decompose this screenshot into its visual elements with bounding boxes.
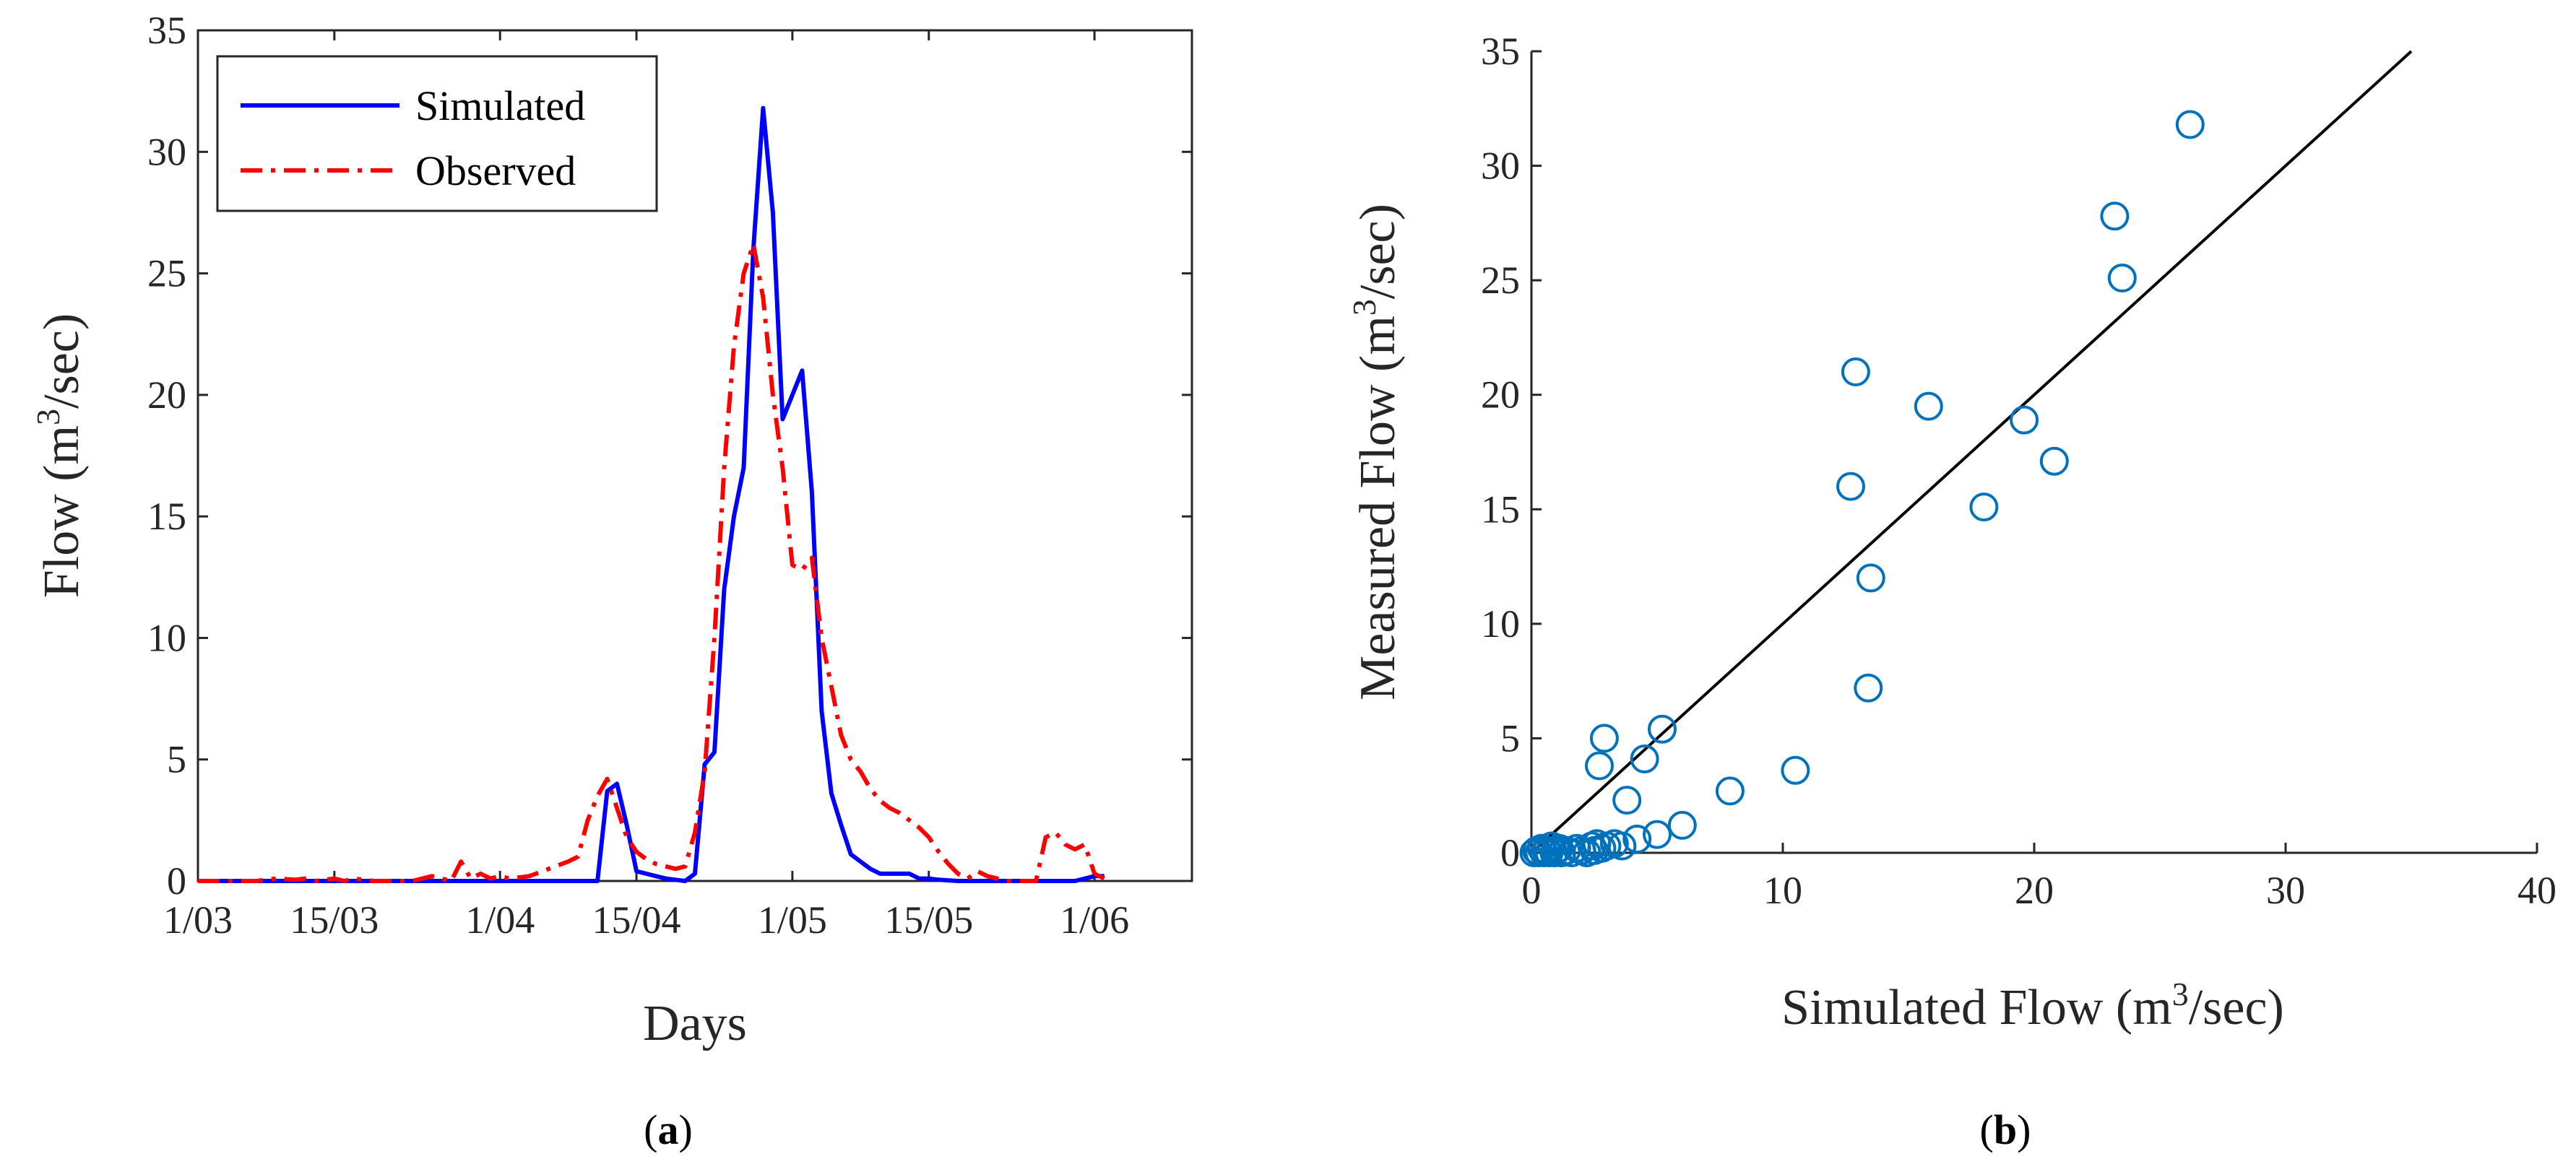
panel-b-x-tick-label: 30 [2266, 869, 2305, 912]
panel-a-y-tick-label: 35 [147, 9, 186, 52]
panel-a-y-tick-label: 30 [147, 130, 186, 173]
panel-a-y-tick-label: 20 [147, 373, 186, 417]
scatter-point [1622, 825, 1652, 854]
scatter-point [1856, 563, 1885, 593]
panel-b-y-tick-label: 15 [1481, 487, 1520, 531]
scatter-point [1969, 492, 1999, 522]
panel-a-series [198, 105, 1105, 883]
scatter-point [1781, 755, 1810, 785]
panel-a-y-tick-label: 15 [147, 495, 186, 538]
panel-a-legend: Simulated Observed [216, 55, 658, 212]
panel-b-y-tick-label: 30 [1481, 144, 1520, 188]
panel-a-y-tick-label: 5 [167, 738, 186, 781]
scatter-point [1648, 714, 1677, 744]
panel-b-caption: (b) [1980, 1106, 2031, 1153]
series-observed-line [198, 242, 1105, 883]
panel-a-y-tick-label: 25 [147, 252, 186, 295]
scatter-point [1854, 673, 1883, 703]
scatter-point [1612, 786, 1642, 815]
panel-a-y-tick-label: 0 [167, 859, 186, 903]
panel-b-x-tick-label: 40 [2517, 869, 2556, 912]
panel-b-x-tick-label: 0 [1522, 869, 1542, 912]
panel-a-y-tick-label: 10 [147, 616, 186, 659]
panel-a-flow-timeseries: 0 5 10 15 20 25 30 35 1/03 15/03 1/04 15/04 1/05 15/… [30, 9, 1193, 1153]
panel-b-y-tick-label: 0 [1500, 831, 1520, 874]
panel-b-x-tick-label: 10 [1763, 869, 1802, 912]
scatter-point [1539, 838, 1569, 867]
scatter-point [1589, 724, 1619, 753]
scatter-point [1607, 831, 1637, 861]
panel-a-y-axis-label: Flow (m3/sec) [30, 313, 90, 598]
panel-b-y-tick-label: 5 [1500, 716, 1520, 760]
panel-b-y-tick-label: 35 [1481, 30, 1520, 73]
panel-b-y-tick-label: 20 [1481, 373, 1520, 417]
scatter-point [2100, 201, 2130, 231]
panel-a-x-tick-label: 15/04 [592, 898, 681, 942]
scatter-point [2107, 264, 2137, 292]
panel-b-y-tick-label: 10 [1481, 602, 1520, 646]
scatter-point [1841, 357, 1870, 386]
panel-a-x-tick-label: 1/05 [758, 898, 827, 942]
panel-a-x-axis-label: Days [643, 996, 747, 1051]
panel-a-y-axis: 0 5 10 15 20 25 30 35 [147, 9, 1192, 903]
scatter-point [1667, 810, 1697, 840]
panel-a-caption: (a) [644, 1106, 693, 1153]
legend-simulated-label: Simulated [415, 82, 585, 129]
scatter-point [1630, 745, 1659, 773]
panel-b-x-axis-label: Simulated Flow (m3/sec) [1781, 976, 2284, 1036]
scatter-point [1643, 820, 1672, 849]
scatter-point [2010, 405, 2039, 435]
scatter-point [1836, 472, 1865, 501]
panel-a-x-tick-label: 1/03 [163, 898, 233, 942]
scatter-point [1557, 838, 1586, 867]
panel-a-x-tick-label: 1/06 [1060, 898, 1129, 942]
scatter-point [1585, 751, 1614, 781]
legend-box [216, 55, 658, 212]
panel-b-x-tick-label: 20 [2015, 869, 2054, 912]
panel-b-y-axis-label: Measured Flow (m3/sec) [1346, 204, 1406, 700]
reference-1to1-line [1530, 50, 2413, 854]
panel-a-x-tick-label: 15/05 [884, 898, 973, 942]
panel-b-scatter: 0 5 10 15 20 25 30 35 0 10 20 30 40 Simulated Flow … [1346, 30, 2556, 1153]
scatter-point [2039, 446, 2069, 476]
legend-observed-label: Observed [415, 147, 576, 194]
panel-b-y-tick-label: 25 [1481, 259, 1520, 302]
series-simulated-line [198, 105, 1105, 883]
panel-b-y-axis: 0 5 10 15 20 25 30 35 [1481, 30, 1542, 874]
panel-b-marks [1519, 50, 2413, 867]
scatter-point [2175, 110, 2205, 139]
scatter-point [1914, 391, 1943, 421]
panel-a-x-tick-label: 1/04 [465, 898, 535, 942]
panel-a-x-axis: 1/03 15/03 1/04 15/04 1/05 15/05 1/06 [163, 30, 1129, 942]
panel-a-x-tick-label: 15/03 [290, 898, 379, 942]
scatter-point [1715, 776, 1745, 806]
panel-b-x-axis: 0 10 20 30 40 [1522, 843, 2556, 912]
